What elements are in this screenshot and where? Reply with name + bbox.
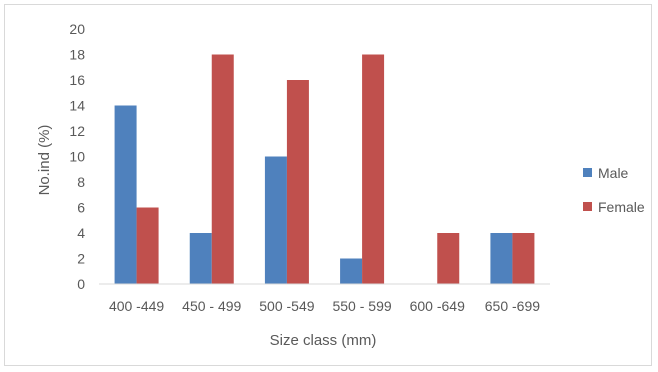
y-tick-label: 8 bbox=[77, 174, 85, 190]
bar-female-1 bbox=[211, 54, 234, 284]
y-tick-label: 4 bbox=[77, 225, 85, 241]
x-axis-title: Size class (mm) bbox=[270, 332, 377, 349]
y-tick-label: 6 bbox=[77, 200, 85, 216]
bar-female-3 bbox=[362, 54, 385, 284]
y-tick-label: 12 bbox=[69, 123, 85, 139]
bar-male-0 bbox=[114, 105, 137, 284]
legend-label-female: Female bbox=[598, 199, 645, 215]
legend-swatch-male bbox=[583, 168, 592, 177]
y-tick-label: 14 bbox=[69, 98, 85, 114]
bar-female-0 bbox=[136, 207, 159, 284]
bar-female-5 bbox=[512, 233, 535, 284]
x-tick-label: 600 -649 bbox=[410, 298, 465, 314]
y-tick-label: 18 bbox=[69, 47, 85, 63]
y-tick-label: 10 bbox=[69, 149, 85, 165]
bar-male-2 bbox=[264, 156, 287, 284]
bar-male-3 bbox=[340, 258, 363, 284]
x-tick-label: 400 -449 bbox=[109, 298, 164, 314]
bar-male-1 bbox=[189, 233, 212, 284]
bar-female-4 bbox=[437, 233, 460, 284]
y-tick-label: 16 bbox=[69, 72, 85, 88]
legend-label-male: Male bbox=[598, 165, 629, 181]
bars bbox=[114, 54, 535, 284]
legend-swatch-female bbox=[583, 202, 592, 211]
bar-chart: 0 2 4 6 8 10 12 14 16 18 20 400 -449 450 - 499 500 -… bbox=[36, 21, 645, 349]
legend: Male Female bbox=[583, 165, 645, 215]
y-tick-label: 20 bbox=[69, 21, 85, 37]
x-tick-label: 550 - 599 bbox=[332, 298, 391, 314]
y-tick-label: 0 bbox=[77, 276, 85, 292]
x-axis-ticks: 400 -449 450 - 499 500 -549 550 - 599 600 -6… bbox=[109, 298, 540, 314]
y-axis-title: No.ind (%) bbox=[36, 125, 53, 196]
y-tick-label: 2 bbox=[77, 251, 85, 267]
bar-male-5 bbox=[490, 233, 513, 284]
x-tick-label: 650 -699 bbox=[485, 298, 540, 314]
bar-female-2 bbox=[286, 80, 309, 284]
y-axis-ticks: 0 2 4 6 8 10 12 14 16 18 20 bbox=[69, 21, 85, 292]
x-tick-label: 500 -549 bbox=[259, 298, 314, 314]
chart-frame: 0 2 4 6 8 10 12 14 16 18 20 400 -449 450 - 499 500 -… bbox=[4, 4, 652, 366]
x-tick-label: 450 - 499 bbox=[182, 298, 241, 314]
